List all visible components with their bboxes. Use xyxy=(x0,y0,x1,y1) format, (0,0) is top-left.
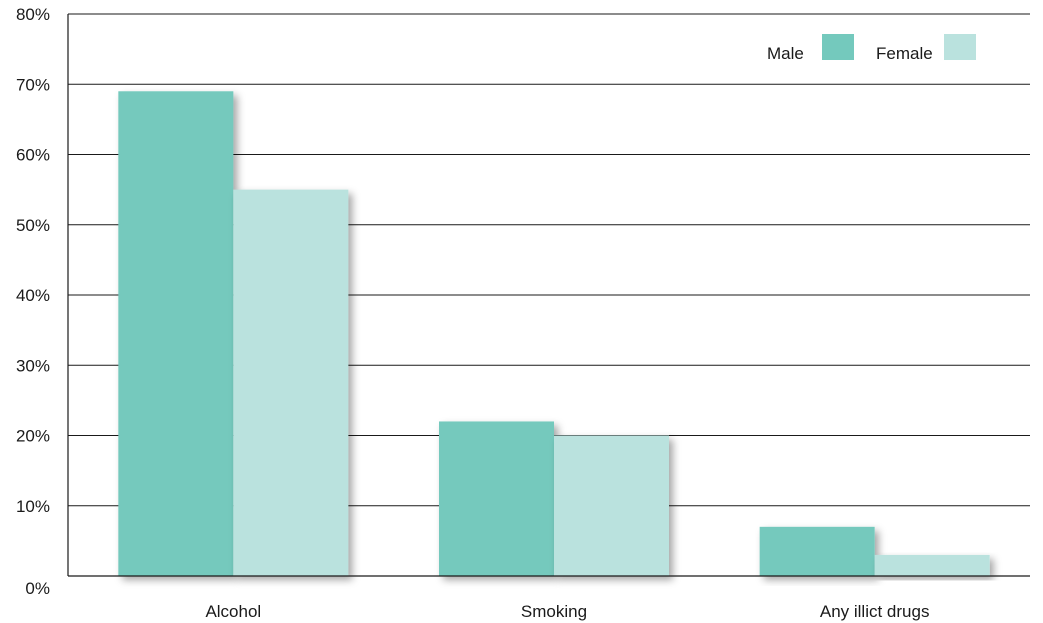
bar-female-smoking xyxy=(554,435,669,576)
legend: Male Female xyxy=(767,34,976,63)
x-category-label: Any illict drugs xyxy=(820,602,930,621)
legend-swatch-male xyxy=(822,34,854,60)
bar-male-any-illict-drugs xyxy=(759,526,875,576)
y-tick-label: 10% xyxy=(16,497,50,516)
x-category-label: Smoking xyxy=(521,602,587,621)
y-tick-label: 30% xyxy=(16,356,50,375)
x-category-label: Alcohol xyxy=(205,602,261,621)
legend-label-female: Female xyxy=(876,44,933,63)
legend-swatch-female xyxy=(944,34,976,60)
y-tick-label: 80% xyxy=(16,5,50,24)
bar-female-any-illict-drugs xyxy=(874,554,990,576)
bar-male-alcohol xyxy=(118,91,234,577)
y-tick-label: 20% xyxy=(16,427,50,446)
y-axis: 0% 10% 20% 30% 40% 50% 60% 70% 80% xyxy=(16,5,69,598)
y-tick-label: 0% xyxy=(25,579,50,598)
y-tick-label: 70% xyxy=(16,75,50,94)
y-tick-label: 50% xyxy=(16,216,50,235)
x-axis: Alcohol Smoking Any illict drugs xyxy=(68,575,1030,621)
legend-label-male: Male xyxy=(767,44,804,63)
bar-male-smoking xyxy=(439,421,554,576)
y-tick-label: 40% xyxy=(16,286,50,305)
bar-female-alcohol xyxy=(233,189,349,576)
y-tick-label: 60% xyxy=(16,146,50,165)
bars xyxy=(118,91,990,577)
